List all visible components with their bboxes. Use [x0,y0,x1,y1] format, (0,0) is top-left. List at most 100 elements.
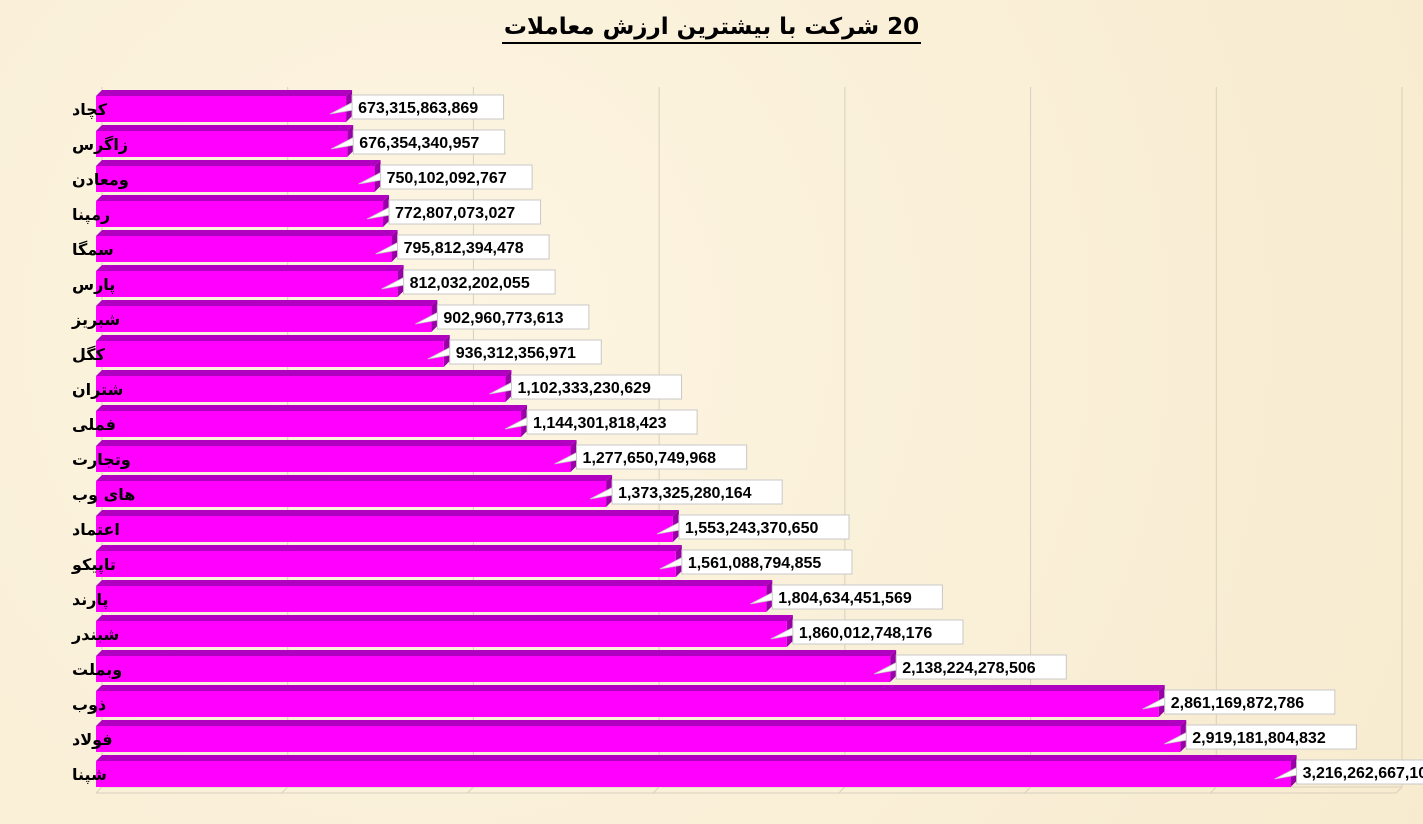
bar [96,691,1159,717]
value-label: 795,812,394,478 [404,240,524,257]
value-label: 936,312,356,971 [456,345,576,362]
value-label: 2,861,169,872,786 [1171,695,1305,712]
value-label: 3,216,262,667,100 [1303,765,1423,782]
bar-top-face [96,90,353,96]
bar-top-face [96,510,679,516]
category-label: کگل [72,345,106,364]
category-label: اعتماد [72,520,120,539]
chart-title-wrap: 20 شرکت با بیشترین ارزش معاملات [0,14,1423,44]
bar [96,586,767,612]
category-labels: کچاد زاگرس ومعادن رمپنا سمگا پارس شبریز کگل شترا… [71,100,135,785]
value-label-box [351,94,505,120]
value-label: 1,102,333,230,629 [517,380,651,397]
bar-top-face [96,650,897,656]
value-label-box [895,654,1067,680]
value-label: 902,960,773,613 [443,310,563,327]
category-label: وبملت [72,660,122,679]
value-label-box [388,199,542,225]
gridline-floor [1024,786,1031,794]
value-label: 2,138,224,278,506 [902,660,1036,677]
category-label: فملی [72,415,116,434]
value-label: 812,032,202,055 [410,275,530,292]
value-label-box [681,549,853,575]
category-label: پارس [72,275,115,295]
value-label: 1,860,012,748,176 [799,625,933,642]
value-label-box [449,339,602,365]
bar [96,271,398,297]
value-label-box [611,479,783,505]
value-label: 750,102,092,767 [387,170,507,187]
bar [96,201,384,227]
category-label: ذوب [72,695,106,714]
bar [96,481,607,507]
bar-top-face [96,160,381,166]
value-label-box [792,619,964,645]
category-label: رمپنا [72,205,110,225]
bar-top-face [96,265,404,271]
value-label: 1,277,650,749,968 [583,450,717,467]
value-label-box [771,584,943,610]
value-label-box [576,444,748,470]
bar [96,656,891,682]
bar-top-face [96,370,512,376]
bar [96,411,522,437]
bar [96,446,571,472]
bar-top-face [96,685,1165,691]
value-label: 673,315,863,869 [358,100,478,117]
value-label-box [397,234,550,260]
bar-top-face [96,475,613,481]
value-label: 1,561,088,794,855 [688,555,822,572]
value-label-box [678,514,850,540]
gridline-floor [281,786,289,794]
value-label: 676,354,340,957 [359,135,479,152]
bar-top-face [96,125,354,131]
value-label-box [352,129,506,155]
value-labels: 673,315,863,869 676,354,340,957 750,102,09… [329,94,1423,785]
category-label: های وب [72,485,135,504]
value-label-box [403,269,556,295]
bar [96,306,432,332]
value-label: 1,144,301,818,423 [533,415,667,432]
category-label: کچاد [72,100,108,120]
category-label: فولاد [72,730,113,749]
value-label-box [526,409,698,435]
value-label-box [436,304,590,330]
gridline-floor [95,786,103,794]
bar [96,761,1291,787]
value-label: 1,804,634,451,569 [778,590,912,607]
category-label: شپنا [72,765,107,785]
bar-top-face [96,230,398,236]
bar-top-face [96,300,438,306]
value-label: 1,553,243,370,650 [685,520,819,537]
bar-top-face [96,720,1187,726]
chart-title: 20 شرکت با بیشترین ارزش معاملات [501,14,922,44]
bar-top-face [96,755,1297,761]
bar-top-face [96,440,577,446]
category-label: شتران [72,380,123,399]
value-label-box [510,374,683,400]
bar [96,516,673,542]
bar [96,96,347,122]
value-label-box [380,164,533,190]
bars [96,90,1297,787]
value-label: 772,807,073,027 [395,205,515,222]
category-label: زاگرس [72,135,128,154]
gridline-floor [652,786,660,794]
category-label: شبندر [71,625,119,644]
bar [96,166,375,192]
bar [96,376,506,402]
bar-top-face [96,615,793,621]
bar-top-face [96,580,773,586]
category-label: سمگا [72,240,114,259]
value-label-box [1185,724,1357,750]
value-label: 2,919,181,804,832 [1192,730,1326,747]
bar-top-face [96,335,450,341]
category-label: ومعادن [72,170,129,189]
category-label: وتجارت [72,450,131,469]
bar [96,621,787,647]
gridline-floor [1209,786,1217,794]
category-label: تاپیکو [71,555,116,575]
gridline-floor [1395,786,1403,794]
